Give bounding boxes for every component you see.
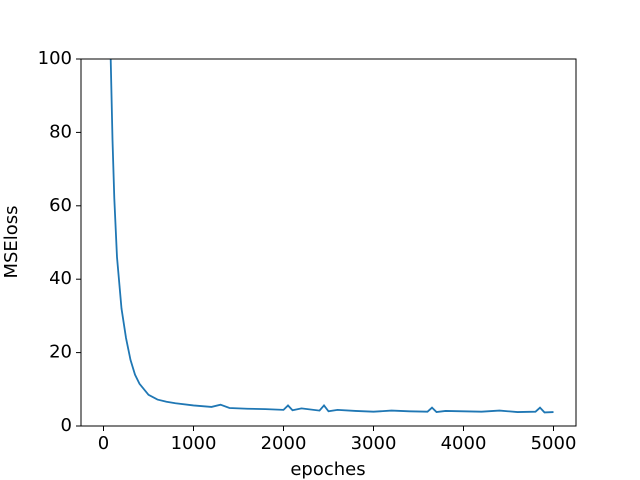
y-tick-label: 40: [49, 268, 72, 289]
y-axis-label: MSEloss: [1, 205, 22, 278]
loss-line: [109, 59, 554, 414]
y-tick-label: 0: [61, 415, 72, 436]
x-tick-label: 4000: [441, 433, 487, 454]
x-tick-label: 5000: [531, 433, 577, 454]
y-tick-label: 20: [49, 342, 72, 363]
y-tick-label: 60: [49, 195, 72, 216]
y-tick-label: 80: [49, 121, 72, 142]
x-tick-label: 3000: [351, 433, 397, 454]
x-tick-label: 0: [98, 433, 109, 454]
x-axis-label: epoches: [290, 459, 365, 480]
plot-frame: [80, 58, 577, 427]
y-tick-label: 100: [38, 48, 72, 69]
x-tick-label: 2000: [261, 433, 307, 454]
x-tick-label: 1000: [171, 433, 217, 454]
